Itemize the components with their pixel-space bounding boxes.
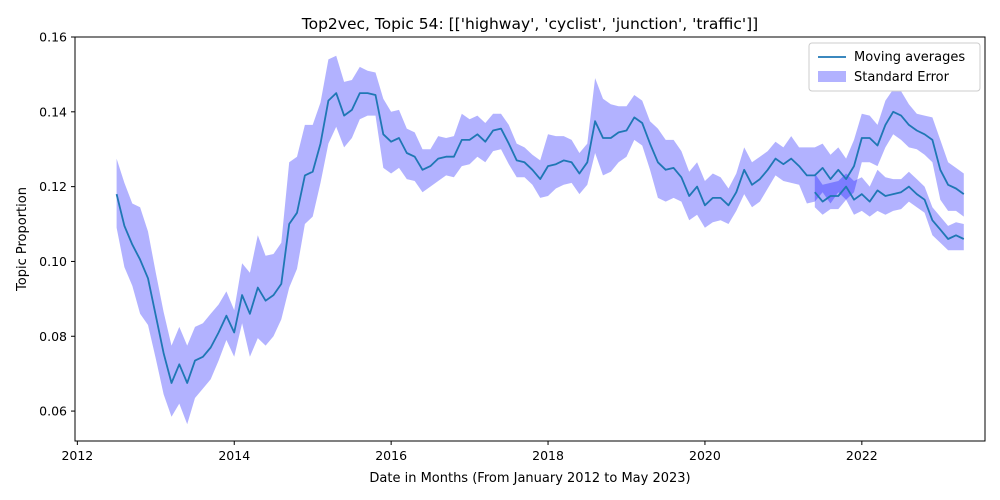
plot-area (74, 36, 986, 442)
moving-average-line-1 (115, 92, 965, 384)
chart-title: Top2vec, Topic 54: [['highway', 'cyclist… (301, 15, 758, 33)
moving-average-line-2 (814, 185, 965, 240)
standard-error-band-1 (116, 55, 964, 425)
standard-error-bands (116, 55, 964, 425)
standard-error-band-2 (814, 169, 964, 251)
x-tick-label: 2014 (218, 448, 250, 463)
x-axis-label: Date in Months (From January 2012 to May… (369, 471, 690, 486)
x-axis: 2012 2014 2016 2018 2020 2022 (61, 441, 878, 463)
legend-frame (808, 42, 981, 92)
moving-average-lines (115, 92, 965, 384)
y-tick-label: 0.10 (39, 254, 67, 269)
x-tick-label: 2020 (689, 448, 721, 463)
x-tick-label: 2018 (532, 448, 564, 463)
y-tick-label: 0.08 (39, 329, 67, 344)
legend-label-moving-averages: Moving averages (854, 50, 965, 65)
y-tick-label: 0.14 (39, 104, 67, 119)
y-tick-label: 0.16 (39, 30, 67, 45)
legend-label-standard-error: Standard Error (854, 70, 950, 85)
x-tick-label: 2012 (61, 448, 93, 463)
plot-frame (74, 36, 986, 442)
legend-band-swatch (818, 71, 846, 82)
x-tick-label: 2016 (375, 448, 407, 463)
x-tick-label: 2022 (846, 448, 878, 463)
y-tick-label: 0.12 (39, 179, 67, 194)
y-tick-label: 0.06 (39, 404, 67, 419)
legend: Moving averages Standard Error (808, 42, 981, 92)
y-axis: 0.06 0.08 0.10 0.12 0.14 0.16 (39, 30, 75, 419)
y-axis-label: Topic Proportion (15, 187, 30, 292)
